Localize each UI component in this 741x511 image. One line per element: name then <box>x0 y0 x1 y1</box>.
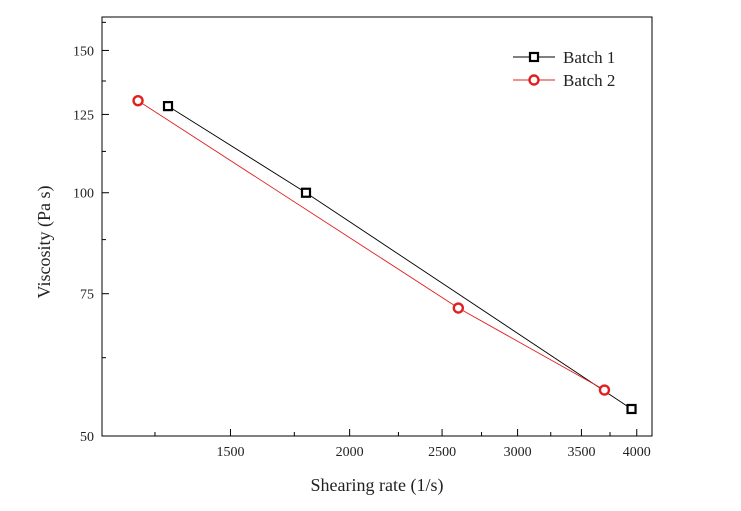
series-line-2 <box>137 100 605 391</box>
data-point-batch-2 <box>132 94 144 107</box>
legend-circle-marker <box>528 74 540 86</box>
series-markers <box>132 94 637 415</box>
plot-frame <box>101 16 653 437</box>
series-lines <box>137 100 632 410</box>
y-tick-label: 75 <box>80 288 94 303</box>
data-point-batch-1 <box>300 187 312 198</box>
data-point-batch-2 <box>452 302 465 314</box>
data-point-batch-2 <box>598 384 611 396</box>
x-axis: 1500 2000 2500 3000 3500 4000 <box>154 429 651 460</box>
y-tick-label: 50 <box>80 430 94 445</box>
y-tick-label: 125 <box>73 108 94 123</box>
legend-label: Batch 2 <box>563 71 615 90</box>
y-axis-title: Viscosity (Pa s) <box>34 186 55 299</box>
series-line-1 <box>167 105 632 410</box>
legend: Batch 1 Batch 2 <box>513 48 615 90</box>
x-tick-label: 2000 <box>336 445 364 460</box>
y-axis: 50 75 100 125 150 <box>73 21 109 445</box>
y-tick-label: 150 <box>73 44 94 59</box>
x-tick-label: 4000 <box>623 445 651 460</box>
y-tick-label: 100 <box>73 187 94 202</box>
x-tick-label: 3500 <box>567 445 595 460</box>
legend-square-marker <box>528 51 540 63</box>
x-tick-label: 2500 <box>428 445 456 460</box>
data-point-batch-1 <box>626 403 637 415</box>
x-tick-label: 1500 <box>216 445 244 460</box>
data-point-batch-1 <box>162 101 174 112</box>
legend-label: Batch 1 <box>563 48 615 67</box>
x-axis-title: Shearing rate (1/s) <box>311 475 444 496</box>
x-tick-label: 3000 <box>504 445 532 460</box>
